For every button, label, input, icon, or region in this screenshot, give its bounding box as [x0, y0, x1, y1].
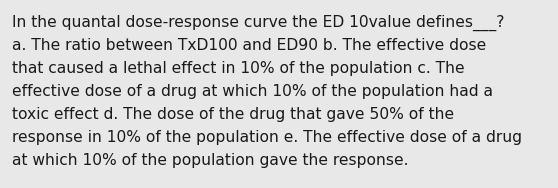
Text: effective dose of a drug at which 10% of the population had a: effective dose of a drug at which 10% of…: [12, 84, 493, 99]
Text: toxic effect d. The dose of the drug that gave 50% of the: toxic effect d. The dose of the drug tha…: [12, 107, 454, 122]
Text: In the quantal dose-response curve the ED 10value defines___?: In the quantal dose-response curve the E…: [12, 15, 504, 31]
Text: a. The ratio between TxD100 and ED90 b. The effective dose: a. The ratio between TxD100 and ED90 b. …: [12, 38, 486, 53]
Text: at which 10% of the population gave the response.: at which 10% of the population gave the …: [12, 153, 408, 168]
Text: that caused a lethal effect in 10% of the population c. The: that caused a lethal effect in 10% of th…: [12, 61, 465, 76]
Text: response in 10% of the population e. The effective dose of a drug: response in 10% of the population e. The…: [12, 130, 522, 145]
